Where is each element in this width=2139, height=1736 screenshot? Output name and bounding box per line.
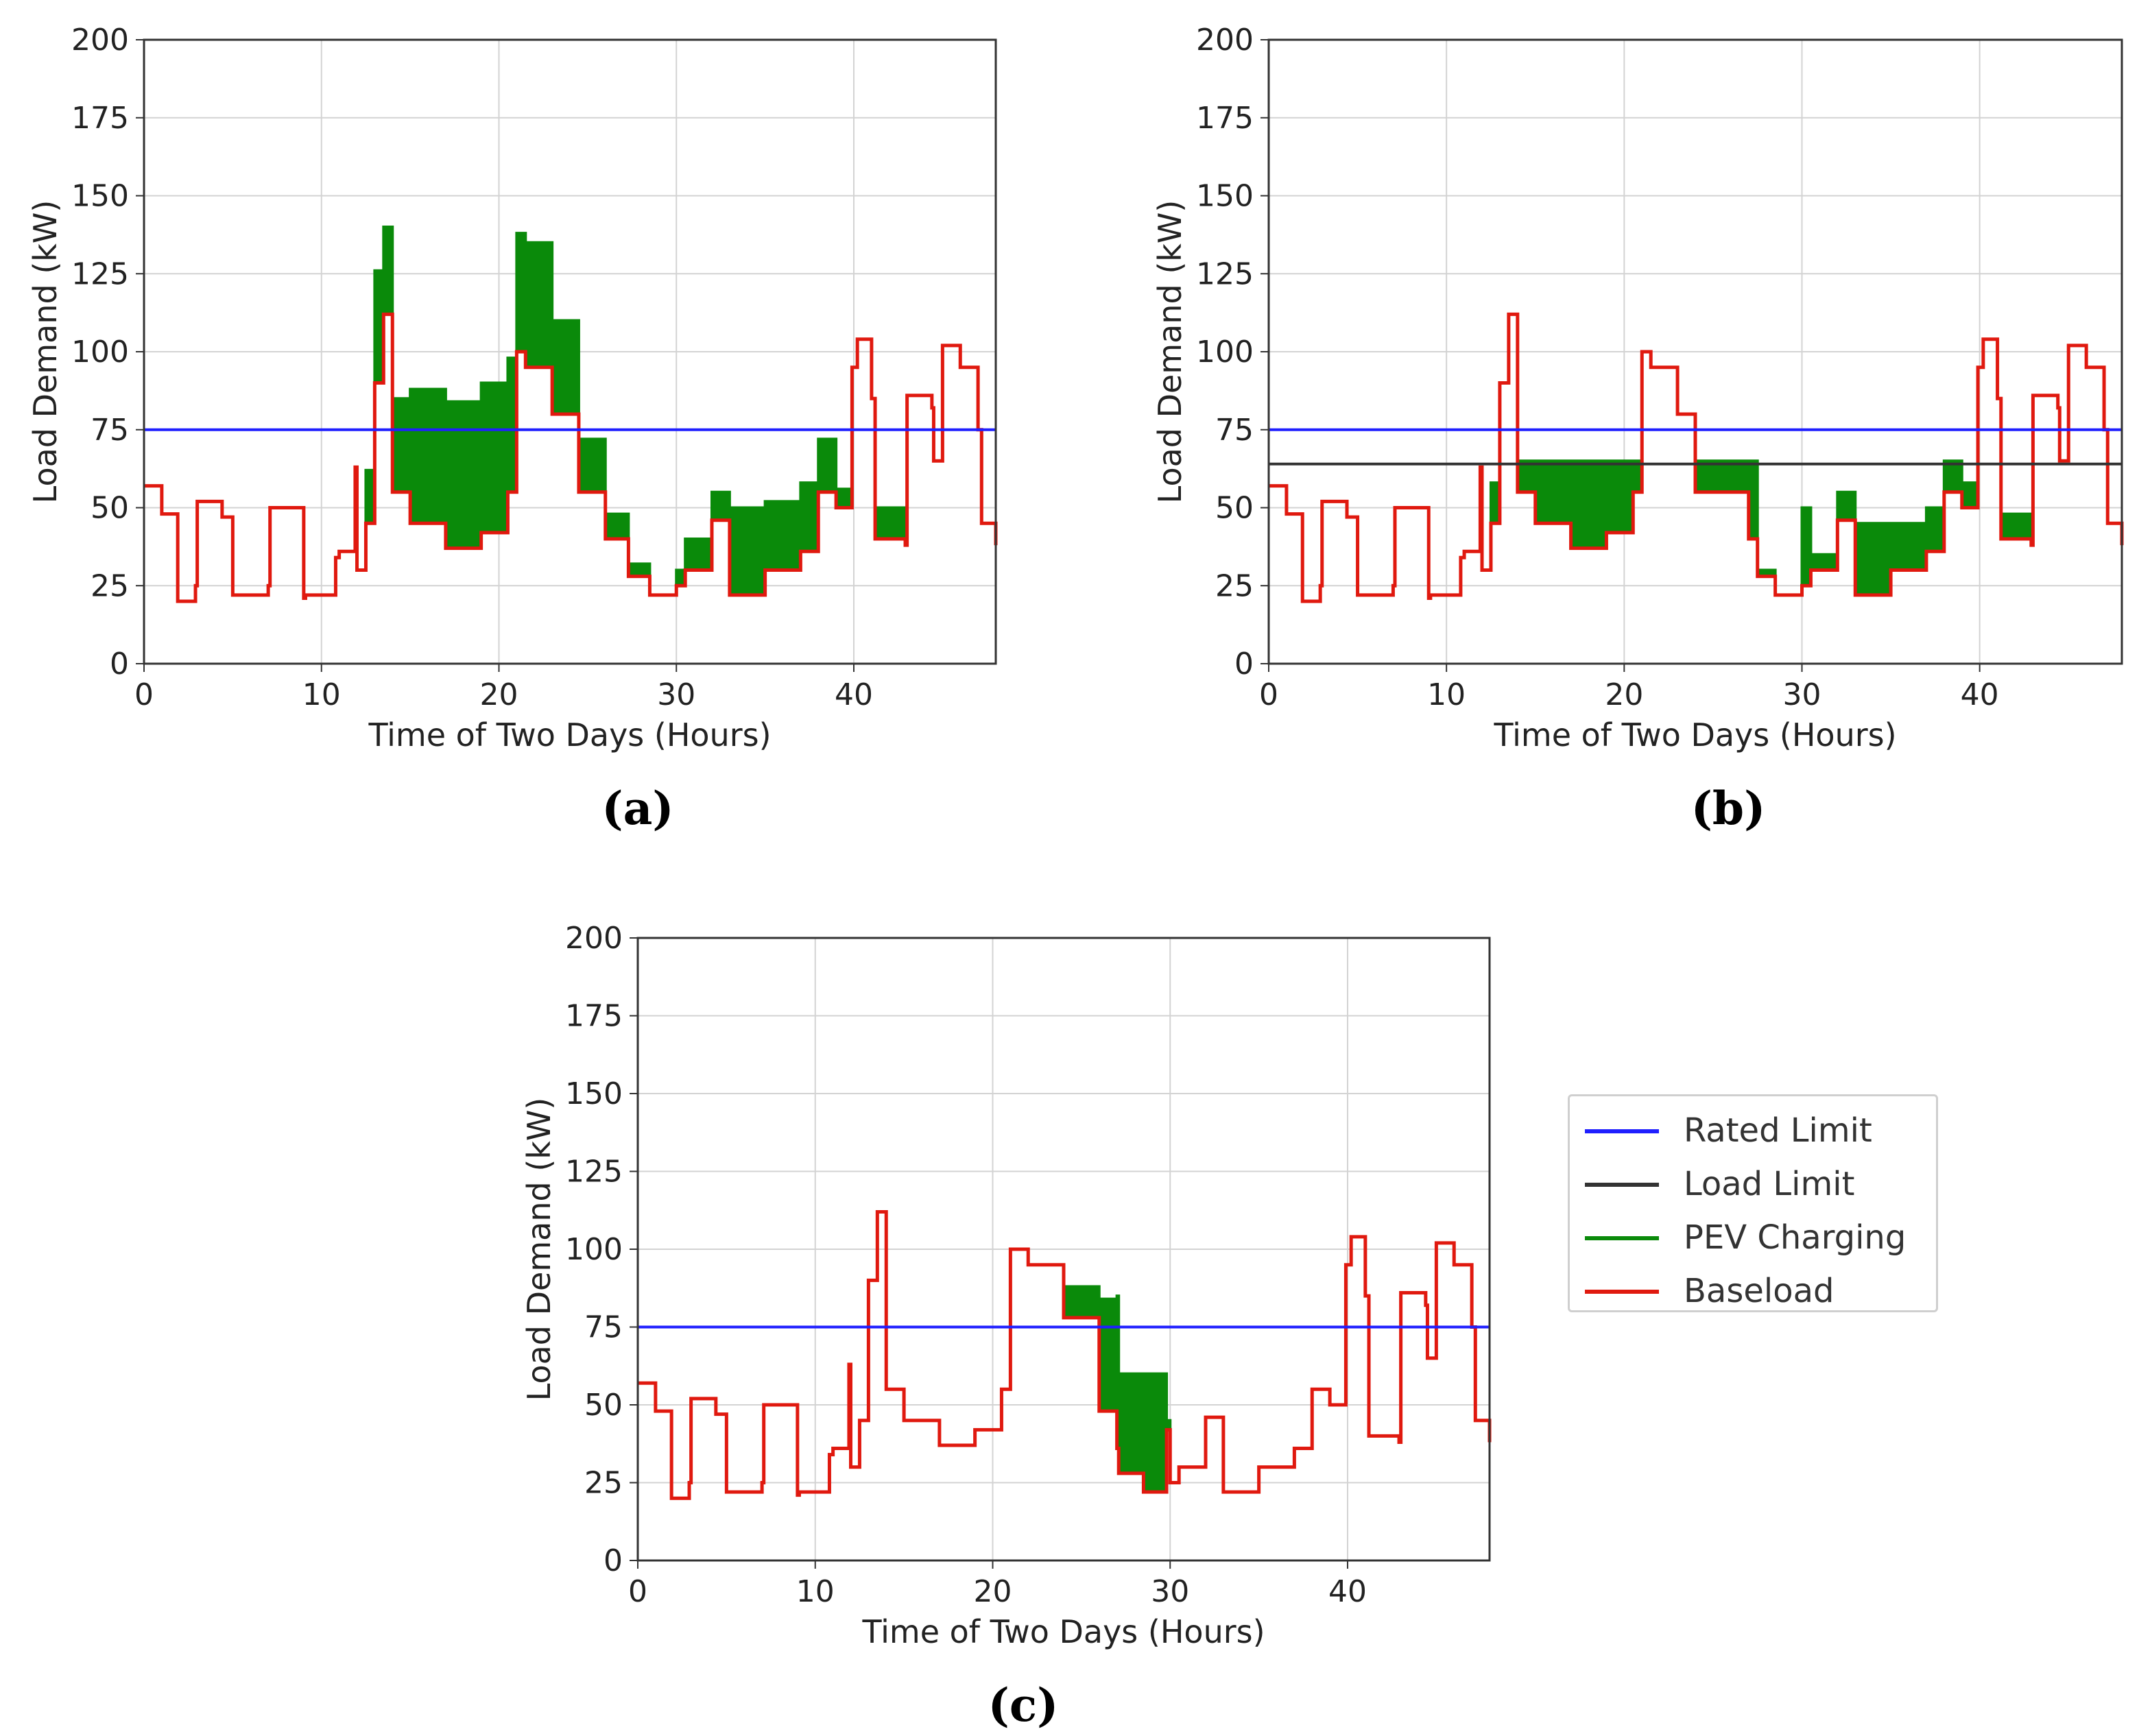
chart-b: 0 25 50 75 100 125 150 175 200 0 10 20 30 40 Time of T… xyxy=(1151,23,2124,754)
x-axis-label: Time of Two Days (Hours) xyxy=(861,1613,1265,1650)
x-tick-label: 40 xyxy=(835,677,873,712)
y-tick-label: 175 xyxy=(1196,101,1254,136)
plot-frame xyxy=(143,38,997,665)
x-tick-label: 30 xyxy=(657,677,695,712)
pev-charging-area xyxy=(638,1211,1490,1499)
legend-label-rated-limit: Rated Limit xyxy=(1684,1111,1872,1150)
caption-a: (a) xyxy=(601,782,674,835)
x-axis-label: Time of Two Days (Hours) xyxy=(368,716,771,754)
legend-swatch-pev-charging xyxy=(1585,1236,1659,1240)
legend-item-rated-limit: Rated Limit xyxy=(1570,1105,1936,1158)
y-tick-label: 0 xyxy=(1234,647,1254,682)
legend-swatch-rated-limit xyxy=(1585,1129,1659,1133)
y-tick-label: 125 xyxy=(1196,256,1254,291)
x-tick-label: 0 xyxy=(134,677,154,712)
x-tick-label: 30 xyxy=(1151,1574,1189,1609)
x-tick-label: 20 xyxy=(974,1574,1012,1609)
caption-c: (c) xyxy=(988,1678,1059,1732)
y-tick-label: 25 xyxy=(1215,568,1254,603)
y-tick-label: 75 xyxy=(91,413,129,448)
chart-c: 0 25 50 75 100 125 150 175 200 0 10 20 30 40 Time of T… xyxy=(521,921,1492,1650)
chart-a: 0 25 50 75 100 125 150 175 200 0 10 20 30 40 Time of T… xyxy=(27,23,998,754)
legend-label-load-limit: Load Limit xyxy=(1684,1165,1855,1203)
plot-frame xyxy=(1267,38,2123,665)
baseload-line xyxy=(144,312,998,603)
legend-swatch-load-limit xyxy=(1585,1183,1659,1187)
x-tick-label: 10 xyxy=(796,1574,835,1609)
y-axis-label: Load Demand (kW) xyxy=(1151,200,1188,504)
x-tick-label: 40 xyxy=(1328,1574,1367,1609)
legend-item-baseload: Baseload xyxy=(1570,1265,1936,1318)
y-tick-label: 0 xyxy=(604,1543,623,1578)
y-tick-label: 50 xyxy=(91,491,129,526)
y-tick-label: 50 xyxy=(1215,491,1254,526)
x-axis-label: Time of Two Days (Hours) xyxy=(1493,716,1896,754)
legend-label-pev-charging: PEV Charging xyxy=(1684,1218,1907,1257)
caption-b: (b) xyxy=(1690,782,1766,835)
plot-frame xyxy=(636,937,1491,1562)
x-tick-label: 0 xyxy=(1259,677,1278,712)
y-tick-label: 0 xyxy=(110,647,129,682)
x-tick-label: 20 xyxy=(1605,677,1643,712)
baseload-line xyxy=(1269,312,2124,603)
legend-swatch-baseload xyxy=(1585,1290,1659,1294)
y-tick-label: 75 xyxy=(1215,413,1254,448)
pev-charging-area xyxy=(1269,314,2122,601)
pev-charging-line xyxy=(638,1210,1491,1500)
y-tick-label: 25 xyxy=(584,1466,623,1501)
y-tick-label: 75 xyxy=(584,1310,623,1345)
legend-item-load-limit: Load Limit xyxy=(1570,1158,1936,1211)
y-tick-label: 100 xyxy=(565,1232,623,1267)
legend-item-pev-charging: PEV Charging xyxy=(1570,1211,1936,1265)
y-tick-label: 150 xyxy=(71,179,129,214)
y-tick-label: 125 xyxy=(71,256,129,291)
x-tick-label: 40 xyxy=(1961,677,1999,712)
y-tick-label: 100 xyxy=(71,335,129,370)
y-axis-label: Load Demand (kW) xyxy=(521,1098,558,1401)
legend-label-baseload: Baseload xyxy=(1684,1272,1835,1310)
y-tick-label: 200 xyxy=(1196,23,1254,58)
x-tick-label: 20 xyxy=(480,677,518,712)
x-tick-label: 0 xyxy=(628,1574,647,1609)
y-tick-label: 175 xyxy=(565,999,623,1034)
y-tick-label: 200 xyxy=(565,921,623,956)
y-tick-label: 25 xyxy=(91,568,129,603)
baseload-line xyxy=(638,1210,1492,1500)
y-axis-label: Load Demand (kW) xyxy=(27,200,64,504)
y-tick-label: 150 xyxy=(1196,179,1254,214)
x-tick-label: 10 xyxy=(302,677,341,712)
legend: Rated Limit Load Limit PEV Charging Base… xyxy=(1568,1094,1938,1312)
y-tick-label: 125 xyxy=(565,1155,623,1190)
x-tick-label: 30 xyxy=(1783,677,1821,712)
y-tick-label: 150 xyxy=(565,1076,623,1111)
y-tick-label: 200 xyxy=(71,23,129,58)
y-tick-label: 100 xyxy=(1196,335,1254,370)
y-tick-label: 50 xyxy=(584,1388,623,1423)
x-tick-label: 10 xyxy=(1427,677,1466,712)
y-tick-label: 175 xyxy=(71,101,129,136)
